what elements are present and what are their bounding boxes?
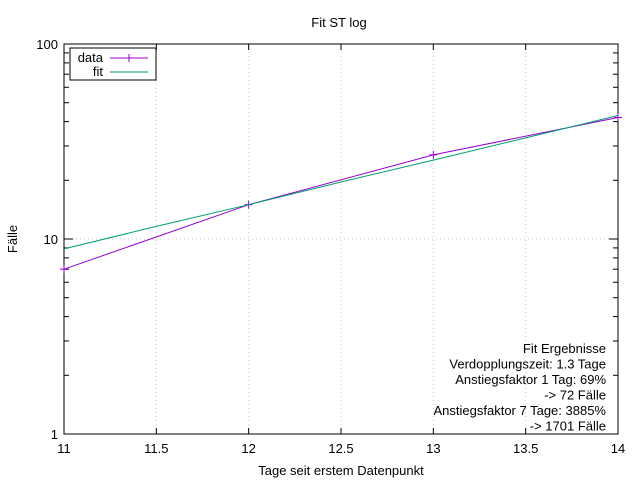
y-tick-label: 10 <box>44 232 58 247</box>
series <box>60 113 622 273</box>
x-tick-label: 12 <box>241 441 255 456</box>
x-tick-label: 11.5 <box>144 441 168 456</box>
x-axis-label: Tage seit erstem Datenpunkt <box>258 463 424 478</box>
x-tick-label: 12.5 <box>328 441 353 456</box>
data-point <box>429 151 437 159</box>
chart-title: Fit ST log <box>311 15 366 30</box>
y-tick-label: 100 <box>36 37 58 52</box>
ticks: 11 11.5 12 12.5 13 13.5 14 1 10 100 <box>36 37 625 456</box>
annotation-line: -> 72 Fälle <box>544 388 606 403</box>
x-tick-label: 13 <box>426 441 440 456</box>
legend-label-fit: fit <box>93 64 104 79</box>
x-tick-label: 11 <box>57 441 71 456</box>
annotation-line: Fit Ergebnisse <box>523 341 606 356</box>
y-axis-label: Fälle <box>5 225 20 253</box>
data-point <box>60 265 68 273</box>
x-tick-label: 14 <box>611 441 625 456</box>
legend-label-data: data <box>78 50 104 65</box>
y-tick-label: 1 <box>51 427 58 442</box>
annotation-line: Anstiegsfaktor 1 Tag: 69% <box>455 372 606 387</box>
annotation-line: Verdopplungszeit: 1.3 Tage <box>449 357 606 372</box>
data-point <box>614 113 622 121</box>
annotation-line: -> 1701 Fälle <box>530 419 606 434</box>
x-tick-label: 13.5 <box>513 441 538 456</box>
annotation-line: Anstiegsfaktor 7 Tage: 3885% <box>434 403 607 418</box>
